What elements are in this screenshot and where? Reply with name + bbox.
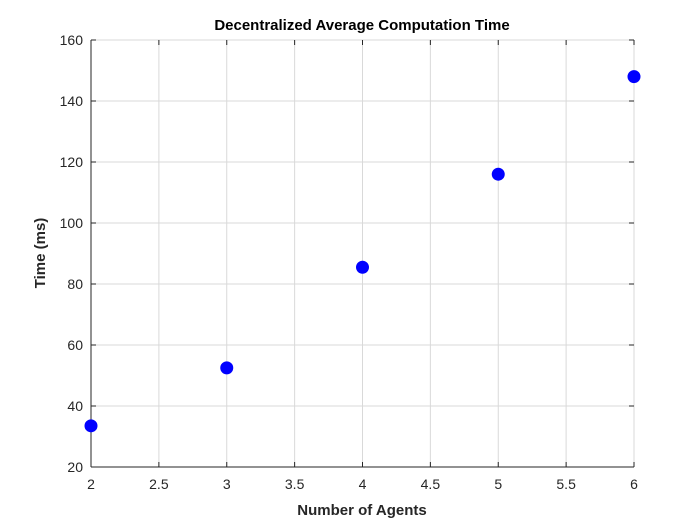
y-tick-label: 140 [60, 93, 84, 109]
y-tick-label: 160 [60, 32, 84, 48]
data-point [627, 70, 641, 84]
y-tick-label: 80 [67, 276, 83, 292]
grid [90, 39, 635, 468]
x-tick-label: 5.5 [556, 476, 576, 492]
x-tick-label: 4 [359, 476, 367, 492]
x-tick-label: 4.5 [421, 476, 441, 492]
y-tick-label: 60 [67, 337, 83, 353]
x-axis-label: Number of Agents [297, 502, 426, 519]
y-tick-label: 120 [60, 154, 84, 170]
x-tick-label: 3.5 [285, 476, 305, 492]
y-tick-label: 20 [67, 459, 83, 475]
x-tick-label: 3 [223, 476, 231, 492]
data-point [356, 260, 369, 274]
x-tick-label: 2.5 [149, 476, 169, 492]
chart-title: Decentralized Average Computation Time [214, 17, 509, 34]
y-tick-label: 40 [67, 398, 83, 414]
y-axis-ticks: 20 40 60 80 100 120 140 160 [60, 32, 634, 475]
x-axis-ticks: 2 2.5 3 3.5 4 4.5 5 5.5 6 [87, 40, 638, 492]
data-points [84, 70, 641, 433]
y-axis-label: Time (ms) [32, 218, 49, 289]
y-tick-label: 100 [60, 215, 84, 231]
data-point [491, 167, 505, 181]
x-tick-label: 2 [87, 476, 95, 492]
data-point [220, 361, 234, 375]
data-point [84, 419, 98, 433]
x-tick-label: 6 [630, 476, 638, 492]
x-tick-label: 5 [494, 476, 502, 492]
